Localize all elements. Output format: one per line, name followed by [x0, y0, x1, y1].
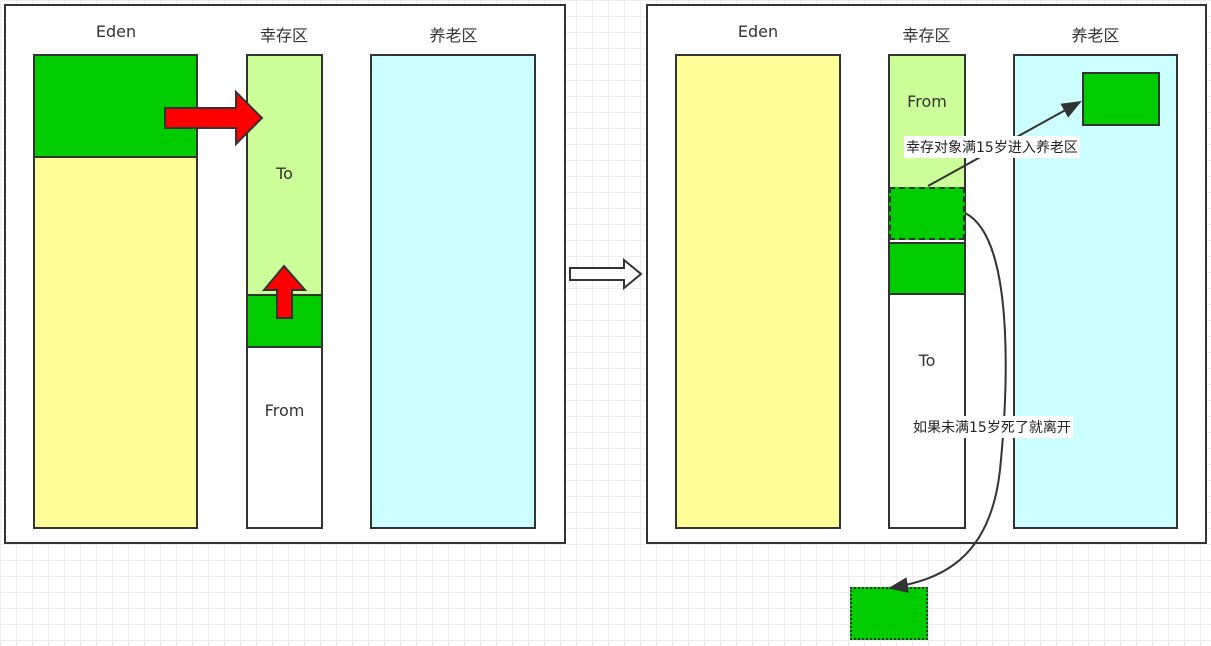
- right-survivor-column: [888, 54, 966, 529]
- right-survivor-object-block: [890, 242, 964, 295]
- right-eden-title: Eden: [737, 22, 779, 41]
- left-eden-title: Eden: [95, 22, 137, 41]
- right-from-label: From: [907, 92, 947, 111]
- left-to-label: To: [276, 164, 293, 183]
- left-survivor-to-space: [248, 56, 321, 294]
- right-old-gen-promoted-object: [1082, 72, 1160, 126]
- transition-arrow-icon: [569, 257, 643, 291]
- die-note: 如果未满15岁死了就离开: [911, 416, 1073, 438]
- right-old-gen-column: [1013, 54, 1178, 529]
- left-from-label: From: [264, 401, 305, 420]
- right-survivor-title: 幸存区: [902, 26, 951, 45]
- dead-object-block: [850, 587, 928, 640]
- right-eden-column: [675, 54, 841, 529]
- red-right-arrow-icon: [164, 89, 264, 147]
- left-old-gen-column: [370, 54, 536, 529]
- left-survivor-column: [246, 54, 323, 529]
- left-old-title: 养老区: [429, 26, 478, 45]
- right-to-label: To: [918, 351, 936, 370]
- red-up-arrow-icon: [261, 264, 308, 319]
- right-survivor-dashed-object: [889, 187, 965, 240]
- left-eden-column: [33, 54, 198, 529]
- right-old-title: 养老区: [1071, 26, 1120, 45]
- left-survivor-title: 幸存区: [259, 26, 308, 45]
- death-arrow-icon: [888, 212, 1007, 594]
- right-survivor-from-space: [890, 56, 964, 189]
- promote-note: 幸存对象满15岁进入养老区: [904, 136, 1080, 158]
